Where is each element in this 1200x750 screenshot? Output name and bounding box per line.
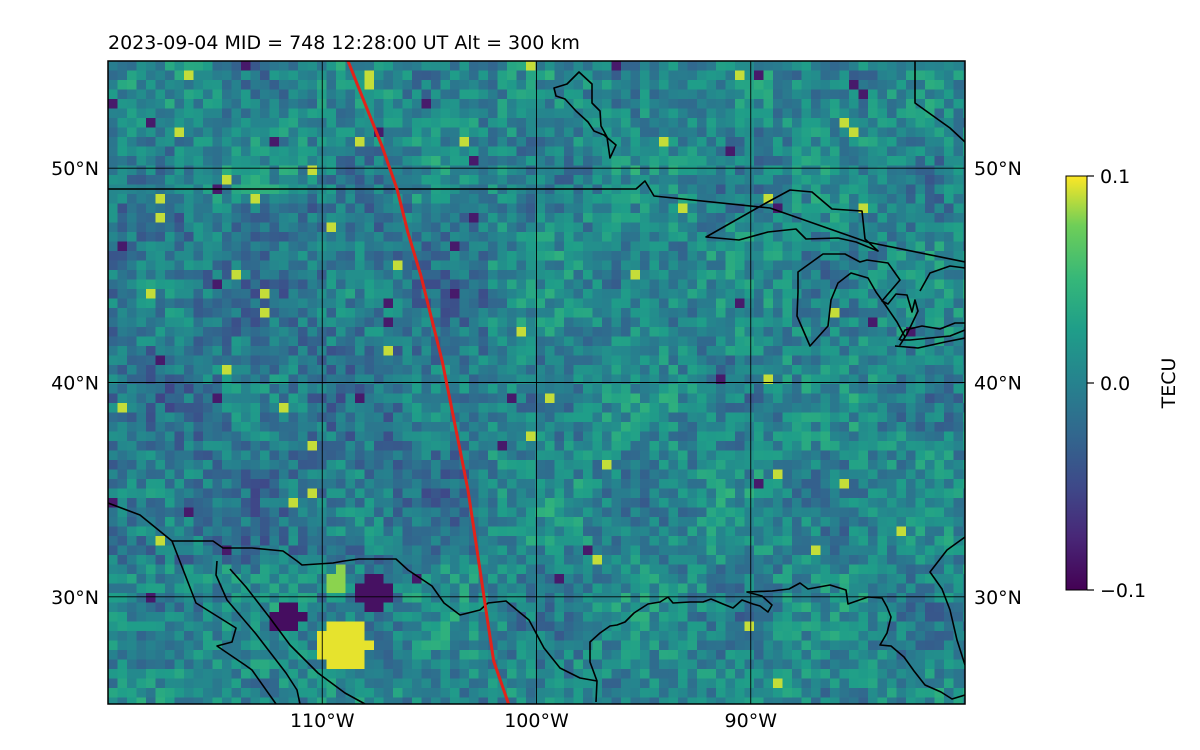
satellite-track — [346, 61, 511, 704]
figure-title: 2023-09-04 MID = 748 12:28:00 UT Alt = 3… — [108, 32, 580, 54]
tec-heatmap — [108, 61, 965, 704]
colorbar-tick-label: −0.1 — [1100, 580, 1146, 602]
colorbar-label: TECU — [1158, 358, 1180, 410]
mexico-pacific-coast — [229, 568, 366, 704]
hudson-bay-coast — [914, 61, 965, 143]
lon-label: 100°W — [504, 710, 569, 732]
colorbar-tick-label: 0.0 — [1100, 373, 1130, 395]
graticule — [108, 61, 965, 704]
lon-label: 110°W — [290, 710, 355, 732]
lat-label-right: 40°N — [974, 373, 1022, 395]
colorbar-ticks: 0.1 0.0 −0.1 — [1087, 166, 1146, 602]
mexico-us-border — [108, 502, 598, 682]
lat-label-left: 40°N — [51, 373, 99, 395]
colorbar-tick-label: 0.1 — [1100, 166, 1130, 188]
lake-michigan-shore — [796, 253, 919, 347]
axis-ticks: 30°N 30°N 40°N 40°N 50°N 50°N 110°W 100°W 90°W — [51, 158, 1022, 732]
atlantic-coast — [929, 536, 965, 666]
lat-label-right: 50°N — [974, 158, 1022, 180]
colorbar-scale — [1065, 175, 1088, 591]
lon-label: 90°W — [725, 710, 778, 732]
lat-label-left: 30°N — [51, 587, 99, 609]
map-frame — [107, 60, 966, 705]
lat-label-right: 30°N — [974, 587, 1022, 609]
coastlines-and-borders — [108, 61, 965, 704]
lake-superior-shore — [705, 189, 879, 252]
baja-california — [171, 540, 301, 704]
gulf-coast-texas — [589, 582, 965, 703]
us-canada-border — [108, 180, 965, 263]
lake-huron-erie-shore — [894, 265, 965, 349]
lat-label-left: 50°N — [51, 158, 99, 180]
colorbar: 0.1 0.0 −0.1 TECU — [1065, 166, 1180, 602]
lake-winnipeg-shore — [553, 71, 617, 159]
